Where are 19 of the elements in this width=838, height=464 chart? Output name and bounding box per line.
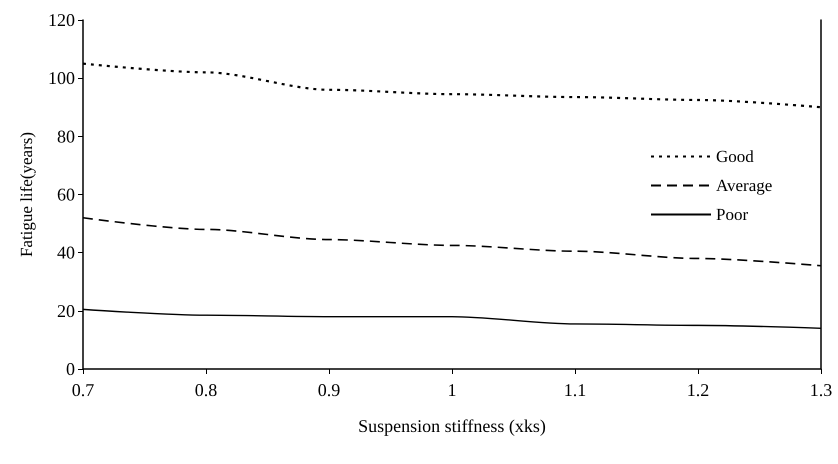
x-tick-label: 0.8 <box>194 380 218 400</box>
x-tick-label: 1.2 <box>686 380 710 400</box>
x-tick-label: 0.7 <box>72 380 94 400</box>
legend-label: Good <box>716 147 754 166</box>
y-tick-label: 0 <box>66 359 75 379</box>
legend-label: Poor <box>716 205 748 224</box>
x-tick-label: 0.9 <box>318 380 340 400</box>
x-tick-label: 1.3 <box>810 380 832 400</box>
x-tick-label: 1.1 <box>564 380 586 400</box>
y-tick-label: 40 <box>57 242 75 263</box>
y-tick-label: 120 <box>48 10 75 30</box>
y-tick-label: 20 <box>57 300 75 321</box>
y-axis-title: Fatigue life(years) <box>17 132 36 258</box>
y-tick-label: 100 <box>48 68 75 88</box>
y-tick-label: 60 <box>57 184 75 204</box>
x-tick-label: 1 <box>448 380 456 400</box>
y-tick-label: 80 <box>57 126 75 146</box>
legend-label: Average <box>716 176 772 195</box>
x-axis-title: Suspension stiffness (xks) <box>358 416 546 436</box>
